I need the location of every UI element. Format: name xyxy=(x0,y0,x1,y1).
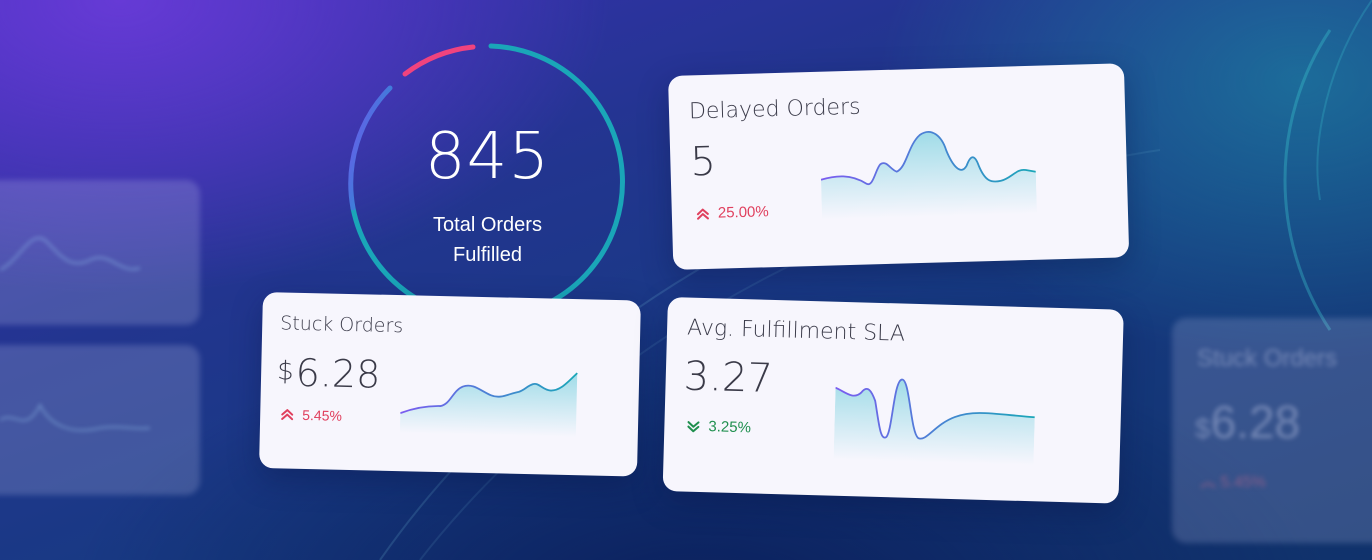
stuck-orders-change: 5.45% xyxy=(280,406,343,424)
total-orders-value: 845 xyxy=(424,120,551,194)
ghost-card-left-bottom xyxy=(0,345,200,495)
avg-fulfillment-sla-sparkline xyxy=(833,378,1035,466)
stuck-orders-title: Stuck Orders xyxy=(280,312,404,338)
delayed-orders-change-value: 25.00% xyxy=(717,203,769,222)
avg-fulfillment-sla-value: 3.27 xyxy=(683,353,774,402)
ghost-card-right-change: ︽ 5.45% xyxy=(1200,468,1266,492)
stuck-orders-change-value: 5.45% xyxy=(302,406,343,424)
delayed-orders-value: 5 xyxy=(689,138,717,186)
ghost-card-right-title: Stuck Orders xyxy=(1197,345,1338,372)
stuck-orders-value: $6.28 xyxy=(276,350,381,397)
total-orders-label: Total Orders Fulfilled xyxy=(345,210,630,270)
delayed-orders-change: 25.00% xyxy=(696,203,769,222)
ghost-card-right-change-value: 5.45% xyxy=(1220,474,1266,491)
ghost-card-right-number: 6.28 xyxy=(1210,396,1301,448)
avg-fulfillment-sla-title: Avg. Fulfillment SLA xyxy=(686,315,906,347)
ghost-card-right xyxy=(1172,318,1372,543)
stuck-orders-sparkline xyxy=(399,372,578,438)
ghost-card-right-value: $6.28 xyxy=(1195,395,1300,449)
avg-fulfillment-sla-card[interactable]: Avg. Fulfillment SLA 3.27 3.25% xyxy=(662,297,1124,504)
chevron-double-down-icon xyxy=(687,420,700,432)
total-orders-label-line1: Total Orders xyxy=(433,214,542,236)
ghost-card-right-currency: $ xyxy=(1195,413,1211,444)
delayed-orders-card[interactable]: Delayed Orders 5 25.00% xyxy=(668,63,1130,270)
stuck-orders-number: 6.28 xyxy=(295,350,381,397)
total-orders-label-line2: Fulfilled xyxy=(453,244,522,266)
avg-fulfillment-sla-change-value: 3.25% xyxy=(708,418,752,437)
ghost-chevron-up-icon: ︽ xyxy=(1200,474,1217,491)
delayed-orders-sparkline xyxy=(820,131,1037,220)
chevron-double-up-icon xyxy=(696,208,709,220)
ghost-sparkline-left-top xyxy=(0,237,141,271)
stuck-orders-currency: $ xyxy=(276,356,295,387)
total-orders-ring: 845 Total Orders Fulfilled xyxy=(345,40,630,325)
chevron-double-up-icon xyxy=(281,409,294,421)
avg-fulfillment-sla-change: 3.25% xyxy=(686,418,752,437)
stuck-orders-card[interactable]: Stuck Orders $6.28 5.45% xyxy=(259,292,641,477)
delayed-orders-title: Delayed Orders xyxy=(688,94,861,125)
ghost-sparkline-left-bottom xyxy=(0,402,151,432)
progress-ring-icon xyxy=(348,43,625,321)
ghost-card-left-top xyxy=(0,180,200,325)
